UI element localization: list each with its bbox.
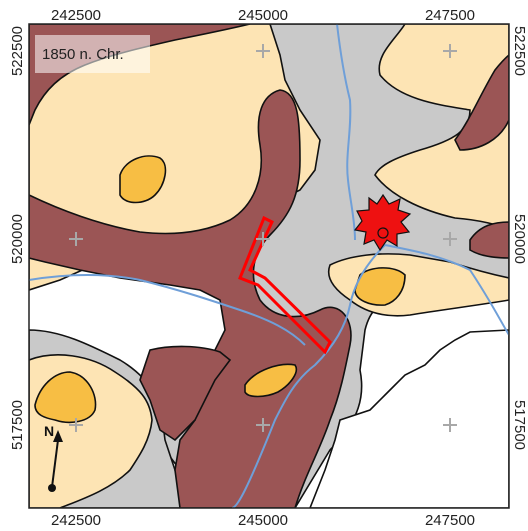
orange-unit-south xyxy=(244,363,297,398)
x-tick-label: 247500 xyxy=(425,512,475,529)
y-tick-label: 522500 xyxy=(9,26,26,76)
grid-cross-icon xyxy=(69,232,83,246)
y-tick-label: 520000 xyxy=(511,214,528,264)
y-axis-left: 522500 520000 517500 xyxy=(9,26,26,450)
grid-crosses xyxy=(69,44,457,432)
river-east xyxy=(384,244,509,336)
grid-cross-icon xyxy=(256,418,270,432)
y-tick-label: 520000 xyxy=(9,214,26,264)
x-tick-label: 242500 xyxy=(51,7,101,24)
era-label: 1850 n. Chr. xyxy=(42,46,124,63)
x-axis-top: 242500 245000 247500 xyxy=(51,7,475,24)
x-tick-label: 245000 xyxy=(238,512,288,529)
x-tick-label: 242500 xyxy=(51,512,101,529)
dark-unit-central xyxy=(29,89,352,508)
river-main xyxy=(231,244,386,508)
map-area: 1850 n. Chr. N xyxy=(29,24,509,508)
orange-unit-east xyxy=(354,267,406,306)
grid-cross-icon xyxy=(443,418,457,432)
y-tick-label: 522500 xyxy=(511,26,528,76)
x-tick-label: 245000 xyxy=(238,7,288,24)
dark-unit-east xyxy=(469,221,509,259)
map-border xyxy=(28,23,510,509)
north-arrow-icon: N xyxy=(44,423,63,492)
y-axis-right: 522500 520000 517500 xyxy=(511,26,528,450)
x-tick-label: 247500 xyxy=(425,7,475,24)
grid-cross-icon xyxy=(443,44,457,58)
rivers xyxy=(29,24,509,508)
orange-unit-southwest xyxy=(34,371,97,424)
dark-unit-south xyxy=(139,345,232,442)
x-axis-bottom: 242500 245000 247500 xyxy=(51,512,475,529)
grid-cross-icon xyxy=(256,44,270,58)
white-unit-southeast xyxy=(309,329,509,508)
orange-unit-north xyxy=(119,155,167,204)
grid-cross-icon xyxy=(69,418,83,432)
y-tick-label: 517500 xyxy=(511,400,528,450)
grid-cross-icon xyxy=(256,232,270,246)
settlement-star-icon xyxy=(353,193,412,252)
north-label: N xyxy=(44,423,54,439)
y-tick-label: 517500 xyxy=(9,400,26,450)
river-north-south xyxy=(336,24,356,241)
dark-unit-northeast xyxy=(454,53,509,151)
grid-cross-icon xyxy=(443,232,457,246)
river-west xyxy=(29,274,306,346)
era-label-box: 1850 n. Chr. xyxy=(35,35,150,73)
